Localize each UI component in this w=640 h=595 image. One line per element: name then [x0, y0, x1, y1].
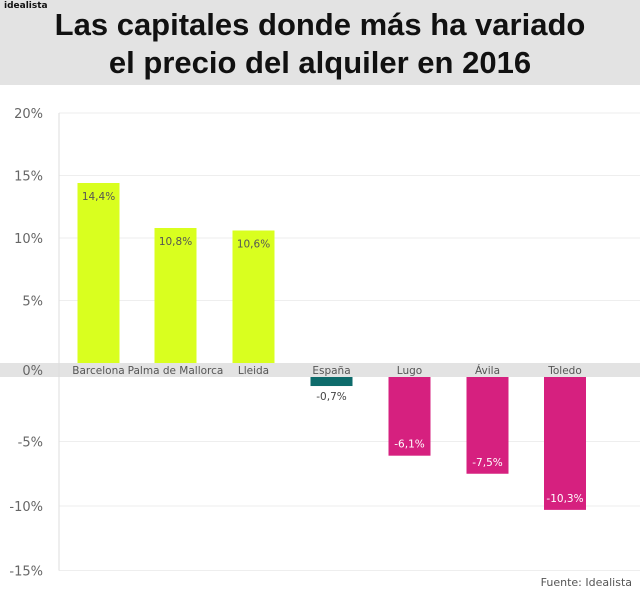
value-label: 10,6%: [237, 239, 270, 251]
chart-title-line-2: el precio del alquiler en 2016: [108, 45, 532, 80]
y-tick-label: 5%: [22, 295, 43, 310]
bar-2: [154, 228, 197, 363]
bar-5: [388, 377, 431, 456]
y-tick-label: 20%: [14, 107, 43, 122]
y-tick-label: -10%: [9, 500, 43, 515]
value-label: -6,1%: [394, 439, 424, 451]
brand-logo-text: idealista: [4, 1, 48, 11]
bar-6: [466, 377, 509, 474]
y-tick-label: 10%: [14, 232, 43, 247]
y-tick-label: -5%: [18, 436, 43, 451]
value-label: -7,5%: [472, 457, 502, 469]
chart-title: Las capitales donde más ha variado el pr…: [0, 6, 640, 82]
value-label: -10,3%: [546, 493, 583, 505]
chart-title-line-1: Las capitales donde más ha variado: [54, 7, 586, 42]
value-label: -0,7%: [316, 391, 346, 403]
bar-3: [232, 230, 275, 363]
source-note: Fuente: Idealista: [540, 576, 632, 589]
category-label: Lleida: [238, 365, 269, 377]
category-label: Ávila: [475, 364, 500, 377]
chart-header: idealista Las capitales donde más ha var…: [0, 0, 640, 85]
bar-7: [544, 377, 586, 510]
bar-4: [310, 377, 353, 387]
category-label: Lugo: [397, 365, 422, 377]
y-tick-label: 15%: [14, 170, 43, 185]
category-label: Toledo: [547, 365, 582, 377]
bar-1: [77, 183, 120, 363]
zero-band: [0, 363, 640, 377]
value-label: 10,8%: [159, 236, 192, 248]
category-label: Barcelona: [72, 365, 124, 377]
y-tick-label: -15%: [9, 565, 43, 580]
category-label: España: [312, 365, 350, 377]
value-label: 14,4%: [82, 191, 115, 203]
y-tick-label: 0%: [22, 364, 43, 379]
category-label: Palma de Mallorca: [128, 365, 224, 377]
